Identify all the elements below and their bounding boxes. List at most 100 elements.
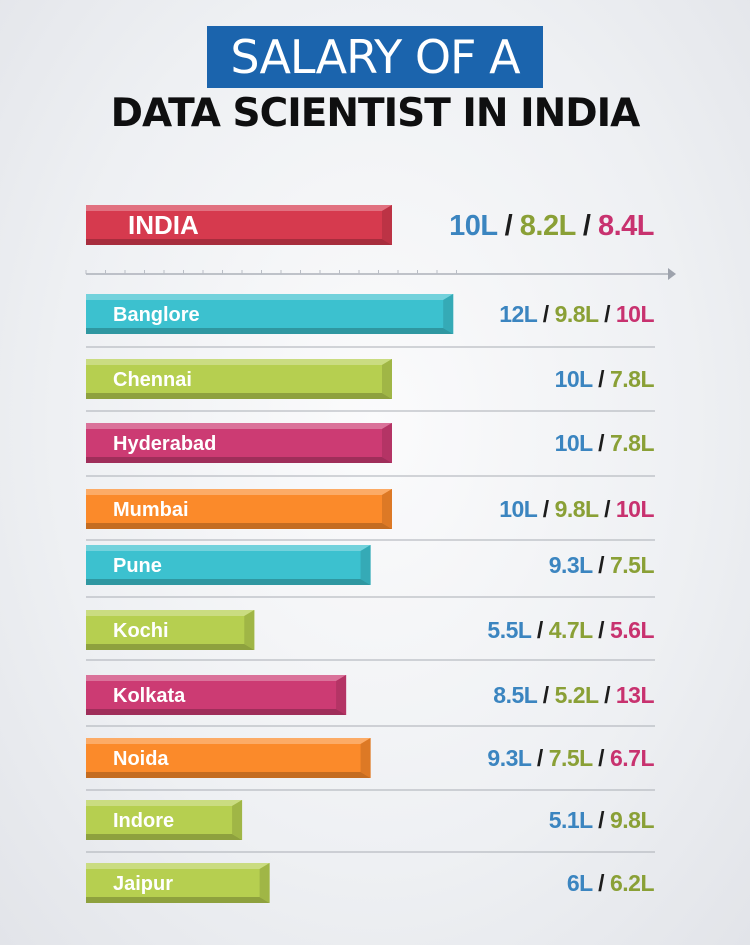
bar-banglore — [86, 294, 454, 334]
bar-label-chennai: Chennai — [113, 369, 192, 391]
bar-label-kochi: Kochi — [113, 620, 169, 642]
bar-label-noida: Noida — [113, 748, 169, 770]
value-1: 8.5L — [493, 682, 537, 708]
value-2: 7.5L — [549, 745, 593, 771]
value-1: 10L — [449, 210, 497, 242]
value-2: 8.2L — [520, 210, 576, 242]
value-separator: / — [537, 301, 555, 327]
value-separator: / — [531, 617, 549, 643]
bar-bevel-bottom — [86, 393, 392, 399]
value-2: 9.8L — [555, 301, 599, 327]
value-3: 6.7L — [610, 745, 654, 771]
bar-bevel-right — [244, 610, 255, 650]
value-1: 9.3L — [487, 745, 531, 771]
bar-bevel-top — [86, 800, 243, 806]
bar-bevel-top — [86, 675, 347, 681]
value-1: 5.5L — [487, 617, 531, 643]
bar-bevel-bottom — [86, 644, 255, 650]
bar-bevel-right — [382, 489, 392, 529]
value-separator: / — [575, 210, 598, 242]
value-label-jaipur: 6L / 6.2L — [567, 870, 655, 896]
bar-mumbai — [86, 489, 392, 529]
bar-bevel-right — [232, 800, 243, 840]
value-separator: / — [592, 807, 610, 833]
value-2: 4.7L — [549, 617, 593, 643]
x-axis-arrow — [668, 268, 676, 280]
value-label-noida: 9.3L / 7.5L / 6.7L — [487, 745, 654, 771]
value-separator: / — [592, 552, 610, 578]
bar-bevel-top — [86, 610, 255, 616]
value-separator: / — [592, 430, 610, 456]
bar-bevel-top — [86, 294, 454, 300]
bar-bevel-top — [86, 205, 392, 211]
bar-bevel-top — [86, 545, 371, 551]
bar-pune — [86, 545, 371, 585]
bar-label-pune: Pune — [113, 555, 162, 577]
bar-bevel-right — [259, 863, 270, 903]
value-2: 6.2L — [610, 870, 654, 896]
value-label-kolkata: 8.5L / 5.2L / 13L — [493, 682, 654, 708]
bar-label-indore: Indore — [113, 810, 174, 832]
bar-bevel-top — [86, 863, 270, 869]
value-1: 12L — [499, 301, 538, 327]
value-2: 7.8L — [610, 366, 654, 392]
value-1: 6L — [567, 870, 593, 896]
bar-bevel-right — [360, 545, 371, 585]
value-label-india: 10L / 8.2L / 8.4L — [449, 210, 654, 242]
bar-label-mumbai: Mumbai — [113, 499, 189, 521]
bar-kolkata — [86, 675, 347, 715]
value-label-mumbai: 10L / 9.8L / 10L — [499, 496, 654, 522]
value-3: 10L — [616, 496, 655, 522]
bar-label-banglore: Banglore — [113, 304, 200, 326]
bar-noida — [86, 738, 371, 778]
value-2: 5.2L — [555, 682, 599, 708]
value-label-indore: 5.1L / 9.8L — [549, 807, 655, 833]
value-3: 10L — [616, 301, 655, 327]
bar-indore — [86, 800, 243, 840]
value-1: 5.1L — [549, 807, 593, 833]
bar-bevel-bottom — [86, 772, 371, 778]
value-3: 8.4L — [598, 210, 654, 242]
bar-bevel-bottom — [86, 239, 392, 245]
value-1: 9.3L — [549, 552, 593, 578]
value-label-chennai: 10L / 7.8L — [555, 366, 655, 392]
bar-bevel-right — [382, 423, 392, 463]
value-separator: / — [598, 496, 616, 522]
bar-bevel-right — [360, 738, 371, 778]
value-label-pune: 9.3L / 7.5L — [549, 552, 655, 578]
bar-label-india: INDIA — [128, 210, 199, 240]
value-separator: / — [592, 870, 610, 896]
bar-bevel-bottom — [86, 457, 392, 463]
bar-chennai — [86, 359, 392, 399]
title-line-2: DATA SCIENTIST IN INDIA — [110, 91, 641, 136]
value-label-hyderabad: 10L / 7.8L — [555, 430, 655, 456]
value-1: 10L — [555, 430, 594, 456]
bar-jaipur — [86, 863, 270, 903]
value-separator: / — [497, 210, 520, 242]
bar-label-kolkata: Kolkata — [113, 685, 186, 707]
value-separator: / — [592, 366, 610, 392]
bar-bevel-top — [86, 738, 371, 744]
bar-bevel-bottom — [86, 834, 243, 840]
bar-bevel-right — [382, 359, 392, 399]
value-2: 7.8L — [610, 430, 654, 456]
bar-bevel-top — [86, 423, 392, 429]
value-separator: / — [598, 301, 616, 327]
value-label-banglore: 12L / 9.8L / 10L — [499, 301, 654, 327]
bar-bevel-top — [86, 489, 392, 495]
value-separator: / — [537, 496, 555, 522]
bar-bevel-bottom — [86, 709, 347, 715]
value-separator: / — [592, 745, 610, 771]
bar-bevel-right — [336, 675, 347, 715]
bar-india — [86, 205, 392, 245]
value-2: 9.8L — [610, 807, 654, 833]
value-separator: / — [531, 745, 549, 771]
bar-bevel-right — [382, 205, 392, 245]
value-label-kochi: 5.5L / 4.7L / 5.6L — [487, 617, 654, 643]
bar-bevel-top — [86, 359, 392, 365]
bar-bevel-bottom — [86, 523, 392, 529]
bar-bevel-bottom — [86, 328, 454, 334]
bar-bevel-bottom — [86, 579, 371, 585]
value-2: 7.5L — [610, 552, 654, 578]
